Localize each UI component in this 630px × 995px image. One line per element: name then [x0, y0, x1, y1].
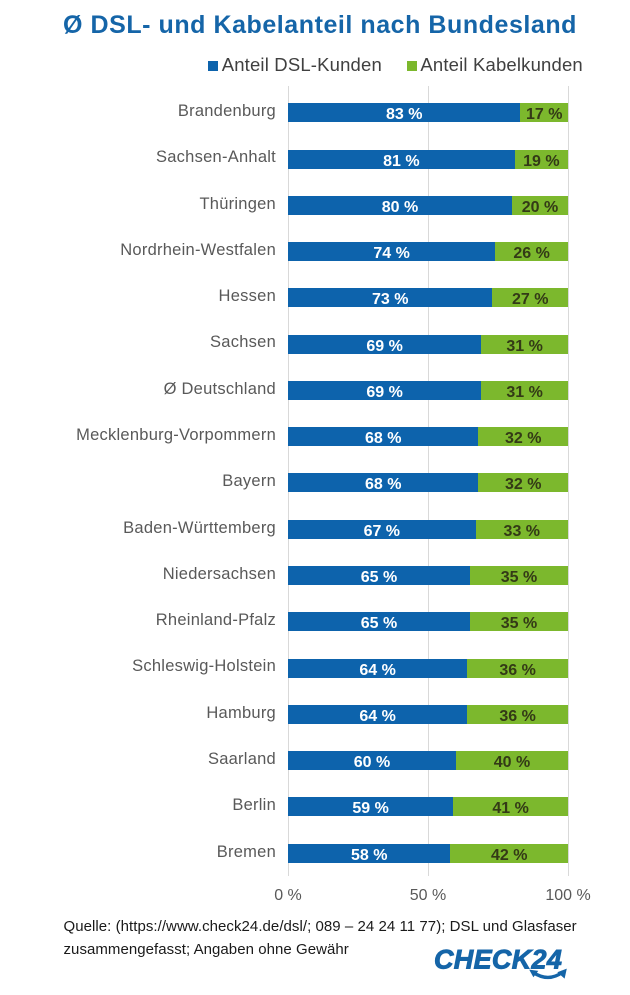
svg-text:CHECK24: CHECK24: [434, 945, 562, 975]
